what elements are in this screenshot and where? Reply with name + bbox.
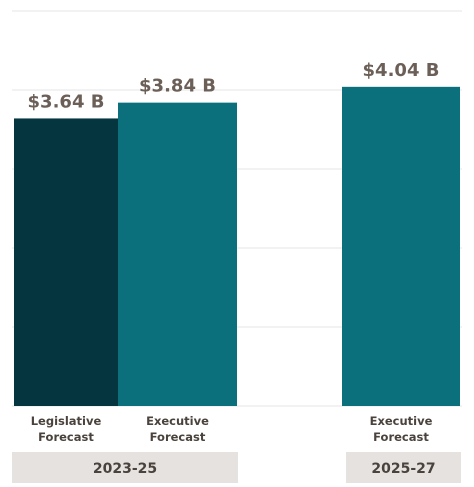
period-group-label: 2023-25 bbox=[93, 461, 157, 477]
bar bbox=[14, 118, 118, 406]
period-group-box bbox=[12, 452, 238, 483]
period-group-label: 2025-27 bbox=[371, 461, 435, 477]
category-labels: Legislative Forecast Executive Forecast Exec… bbox=[31, 414, 433, 444]
bars bbox=[14, 86, 460, 406]
bar-value-label: $4.04 B bbox=[363, 60, 440, 81]
category-label-line1: Legislative bbox=[31, 414, 102, 428]
category-label-line2: Forecast bbox=[150, 430, 206, 444]
bar bbox=[342, 86, 460, 406]
bar bbox=[118, 102, 237, 406]
bar-value-label: $3.64 B bbox=[28, 91, 105, 112]
period-groups: 2023-25 2025-27 bbox=[12, 452, 461, 483]
bar-value-label: $3.84 B bbox=[139, 76, 216, 97]
category-label-line2: Forecast bbox=[38, 430, 94, 444]
value-labels: $3.64 B $3.84 B $4.04 B bbox=[28, 60, 440, 113]
period-group-box bbox=[346, 452, 461, 483]
category-label-line1: Executive bbox=[146, 414, 209, 428]
category-label-line2: Forecast bbox=[373, 430, 429, 444]
category-label-line1: Executive bbox=[370, 414, 433, 428]
